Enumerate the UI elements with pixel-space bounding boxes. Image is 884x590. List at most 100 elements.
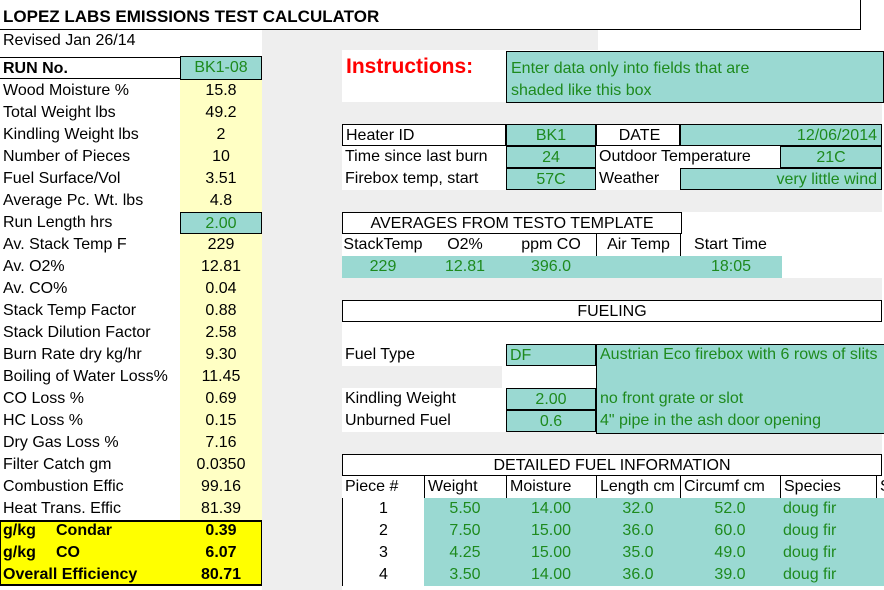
summary-label: Overall Efficiency bbox=[3, 566, 138, 583]
result-value: 12.81 bbox=[180, 256, 262, 278]
detailed-cell-weight[interactable]: 4.25 bbox=[424, 542, 506, 564]
weather-field[interactable]: very little wind bbox=[680, 168, 882, 190]
run-length-field[interactable]: 2.00 bbox=[180, 212, 262, 234]
averages-value-cell[interactable]: 12.81 bbox=[424, 256, 506, 278]
detailed-header-cell: S bbox=[876, 476, 884, 498]
result-value: 11.45 bbox=[180, 366, 262, 388]
gray-strip-2 bbox=[342, 190, 882, 212]
detailed-cell-species[interactable]: doug fir bbox=[780, 542, 884, 564]
firebox-temp-field[interactable]: 57C bbox=[506, 168, 596, 190]
result-value: 81.39 bbox=[180, 498, 262, 520]
fuel-type-label: Fuel Type bbox=[345, 346, 415, 363]
kindling-weight-field[interactable]: 2.00 bbox=[506, 388, 596, 410]
unburned-fuel-field[interactable]: 0.6 bbox=[506, 410, 596, 432]
detailed-cell-moisture[interactable]: 14.00 bbox=[506, 498, 596, 520]
time-since-burn-field[interactable]: 24 bbox=[506, 146, 596, 168]
detailed-fuel-heading: DETAILED FUEL INFORMATION bbox=[342, 454, 882, 476]
gray-strip-5 bbox=[342, 432, 882, 454]
weather-label: Weather bbox=[599, 170, 660, 187]
summary-row bbox=[0, 564, 262, 586]
detailed-cell-circ[interactable]: 52.0 bbox=[680, 498, 780, 520]
result-label: Kindling Weight lbs bbox=[3, 126, 139, 143]
result-label: Run Length hrs bbox=[3, 214, 113, 231]
averages-value-cell[interactable] bbox=[596, 256, 680, 278]
result-label: CO Loss % bbox=[3, 390, 84, 407]
result-value: 229 bbox=[180, 234, 262, 256]
result-label: Filter Catch gm bbox=[3, 456, 112, 473]
averages-header-cell: Start Time bbox=[680, 234, 780, 256]
averages-value-cell[interactable]: 18:05 bbox=[680, 256, 782, 278]
summary-sublabel: CO bbox=[56, 544, 80, 561]
fueling-heading: FUELING bbox=[342, 300, 882, 322]
result-value: 0.69 bbox=[180, 388, 262, 410]
detailed-cell-circ[interactable]: 60.0 bbox=[680, 520, 780, 542]
detailed-header-cell: Circumf cm bbox=[680, 476, 780, 498]
detailed-cell-length[interactable]: 36.0 bbox=[596, 520, 680, 542]
detailed-cell-length[interactable]: 32.0 bbox=[596, 498, 680, 520]
run-number-field[interactable]: BK1-08 bbox=[180, 56, 262, 80]
result-label: HC Loss % bbox=[3, 412, 84, 429]
detailed-cell-piece: 3 bbox=[342, 542, 424, 564]
result-label: Wood Moisture % bbox=[3, 82, 129, 99]
revised-date: Revised Jan 26/14 bbox=[3, 32, 136, 49]
result-label: Av. Stack Temp F bbox=[3, 236, 127, 253]
averages-value-cell[interactable]: 229 bbox=[342, 256, 424, 278]
result-label: Dry Gas Loss % bbox=[3, 434, 119, 451]
detailed-cell-circ[interactable]: 39.0 bbox=[680, 564, 780, 586]
detailed-cell-species[interactable]: doug fir bbox=[780, 564, 884, 586]
result-value: 7.16 bbox=[180, 432, 262, 454]
result-value: 10 bbox=[180, 146, 262, 168]
result-value: 3.51 bbox=[180, 168, 262, 190]
outdoor-temp-field[interactable]: 21C bbox=[780, 146, 882, 168]
time-since-burn-label: Time since last burn bbox=[345, 148, 488, 165]
summary-label: g/kg bbox=[3, 544, 36, 561]
detailed-cell-moisture[interactable]: 14.00 bbox=[506, 564, 596, 586]
detailed-header-cell: Moisture bbox=[506, 476, 596, 498]
detailed-cell-species[interactable]: doug fir bbox=[780, 498, 884, 520]
detailed-cell-piece: 4 bbox=[342, 564, 424, 586]
detailed-cell-piece: 1 bbox=[342, 498, 424, 520]
fueling-notes-box bbox=[596, 344, 884, 434]
gray-strip-3 bbox=[342, 278, 882, 300]
instructions-heading: Instructions: bbox=[346, 55, 474, 78]
result-value: 49.2 bbox=[180, 102, 262, 124]
result-label: Combustion Effic bbox=[3, 478, 124, 495]
fueling-note-1[interactable]: Austrian Eco firebox with 6 rows of slit… bbox=[600, 346, 878, 363]
detailed-header-cell: Weight bbox=[424, 476, 506, 498]
fuel-type-field[interactable]: DF bbox=[506, 344, 596, 366]
gray-strip-4 bbox=[342, 366, 502, 388]
detailed-cell-weight[interactable]: 7.50 bbox=[424, 520, 506, 542]
detailed-cell-species[interactable]: doug fir bbox=[780, 520, 884, 542]
result-value: 99.16 bbox=[180, 476, 262, 498]
averages-header-cell: Air Temp bbox=[596, 234, 680, 256]
fueling-note-3[interactable]: 4" pipe in the ash door opening bbox=[600, 412, 821, 429]
detailed-cell-moisture[interactable]: 15.00 bbox=[506, 542, 596, 564]
averages-value-cell[interactable]: 396.0 bbox=[506, 256, 596, 278]
summary-value: 0.39 bbox=[205, 522, 237, 539]
heater-id-field[interactable]: BK1 bbox=[506, 124, 596, 146]
result-label: Stack Temp Factor bbox=[3, 302, 137, 319]
result-value: 0.04 bbox=[180, 278, 262, 300]
date-field[interactable]: 12/06/2014 bbox=[680, 124, 882, 146]
summary-value: 6.07 bbox=[205, 544, 237, 561]
detailed-cell-circ[interactable]: 49.0 bbox=[680, 542, 780, 564]
detailed-cell-length[interactable]: 36.0 bbox=[596, 564, 680, 586]
result-value: 2 bbox=[180, 124, 262, 146]
fueling-note-2[interactable]: no front grate or slot bbox=[600, 390, 744, 407]
summary-sublabel: Condar bbox=[56, 522, 112, 539]
instructions-line-2: shaded like this box bbox=[511, 82, 652, 99]
gray-strip-1 bbox=[342, 102, 882, 124]
result-label: Average Pc. Wt. lbs bbox=[3, 192, 144, 209]
summary-label: g/kg bbox=[3, 522, 36, 539]
detailed-cell-weight[interactable]: 3.50 bbox=[424, 564, 506, 586]
detailed-header-cell: Species bbox=[780, 476, 876, 498]
title-right-border bbox=[860, 0, 861, 30]
result-label: Stack Dilution Factor bbox=[3, 324, 151, 341]
result-value: 0.88 bbox=[180, 300, 262, 322]
detailed-cell-length[interactable]: 35.0 bbox=[596, 542, 680, 564]
instructions-line-1: Enter data only into fields that are bbox=[511, 60, 750, 77]
detailed-cell-weight[interactable]: 5.50 bbox=[424, 498, 506, 520]
outdoor-temp-label: Outdoor Temperature bbox=[599, 148, 751, 165]
result-label: Av. O2% bbox=[3, 258, 65, 275]
detailed-cell-moisture[interactable]: 15.00 bbox=[506, 520, 596, 542]
